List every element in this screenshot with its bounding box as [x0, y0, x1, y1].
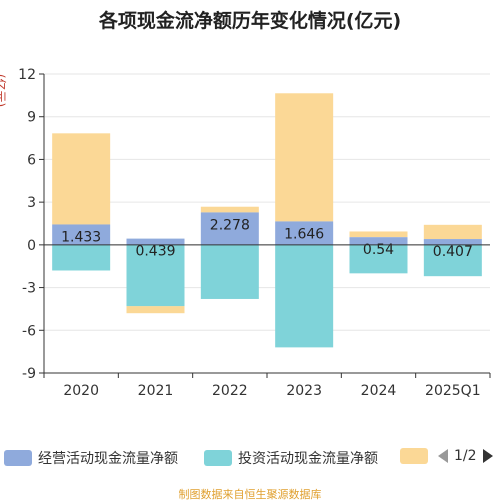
legend-label-operating: 经营活动现金流量净额 [38, 451, 178, 467]
data-source-note: 制图数据来自恒生聚源数据库 [178, 488, 322, 501]
legend-label-investing: 投资活动现金流量净额 [238, 451, 378, 467]
x-tick-label: 2021 [138, 383, 174, 399]
bar-third-series-2020 [52, 133, 111, 225]
y-tick-label: -9 [22, 366, 36, 382]
bar-investing-2020 [52, 244, 111, 271]
bar-third-series-2022 [200, 206, 259, 213]
legend-swatch-operating [4, 450, 32, 466]
legend-page-indicator: 1/2 [454, 448, 477, 464]
bar-operating-2020 [52, 224, 111, 245]
cash-flow-chart: 12 9 6 3 0 -3 -6 -9 1.433 2020 0.439 2021 2.278 2022 1… [18, 67, 491, 399]
data-label-operating-2024: 0.54 [363, 242, 394, 258]
legend-pager: 1/2 [438, 448, 493, 464]
chart-title: 各项现金流净额历年变化情况(亿元) [98, 10, 402, 32]
x-tick-label: 2023 [286, 383, 322, 399]
y-tick-label: 0 [27, 238, 36, 254]
legend-item-investing[interactable]: 投资活动现金流量净额 [204, 448, 378, 468]
bar-investing-2025Q1 [423, 244, 482, 277]
legend-swatch-third-series [400, 448, 428, 464]
data-label-operating-2023: 1.646 [284, 226, 324, 242]
bar-investing-2021 [126, 244, 185, 307]
legend-prev-page-icon[interactable] [438, 449, 448, 463]
bar-operating-2024 [349, 237, 408, 245]
bar-investing-2024 [349, 244, 408, 274]
y-tick-label: 12 [18, 67, 36, 83]
data-label-operating-2021: 0.439 [135, 244, 175, 260]
bar-third-series-2021 [126, 306, 185, 314]
y-tick-label: -6 [22, 323, 36, 339]
bar-operating-2025Q1 [423, 239, 482, 245]
chart-legend: 经营活动现金流量净额 投资活动现金流量净额 1/2 [0, 448, 500, 472]
legend-next-page-icon[interactable] [482, 449, 493, 463]
bar-third-series-2023 [275, 93, 334, 222]
legend-swatch-investing [204, 450, 232, 466]
bar-operating-2023 [275, 221, 334, 245]
bar-third-series-2024 [349, 231, 408, 238]
data-label-operating-2025Q1: 0.407 [433, 244, 473, 260]
x-tick-label: 2025Q1 [425, 383, 481, 399]
x-tick-label: 2022 [212, 383, 248, 399]
y-tick-label: 9 [27, 110, 36, 126]
bar-operating-2021 [126, 238, 185, 245]
bar-third-series-2025Q1 [423, 224, 482, 240]
y-tick-label: 3 [27, 195, 36, 211]
data-label-operating-2022: 2.278 [210, 217, 250, 233]
data-label-operating-2020: 1.433 [61, 229, 101, 245]
y-tick-label: 6 [27, 152, 36, 168]
y-tick-label: -3 [22, 281, 36, 297]
bar-investing-2022 [200, 244, 259, 299]
legend-item-third-series[interactable] [400, 448, 428, 464]
bar-operating-2022 [200, 212, 259, 245]
x-tick-label: 2020 [63, 383, 99, 399]
bar-investing-2023 [275, 244, 334, 348]
x-tick-label: 2024 [361, 383, 397, 399]
legend-item-operating[interactable]: 经营活动现金流量净额 [4, 448, 178, 468]
